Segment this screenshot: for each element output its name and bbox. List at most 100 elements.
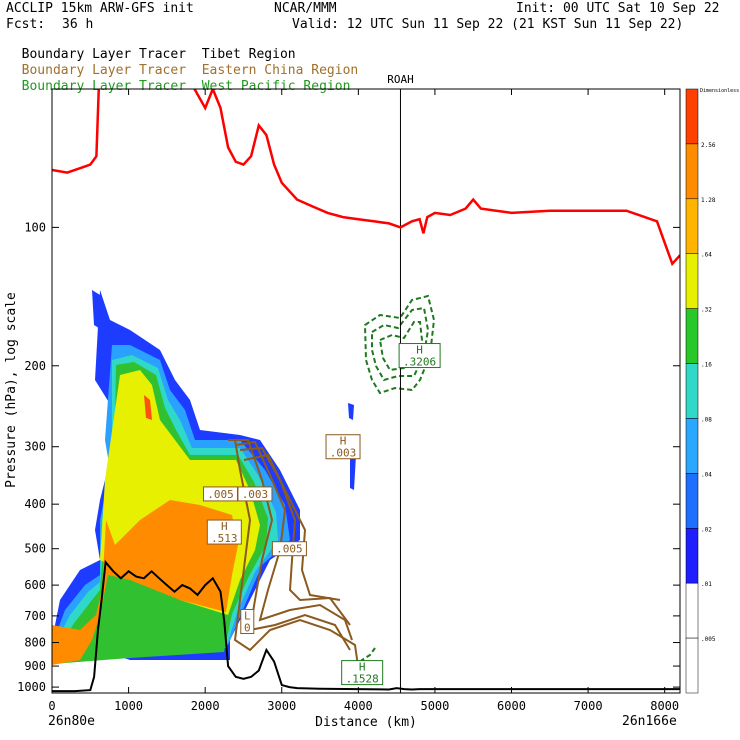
colorbar: .005 .01 .02 .04 .08 .16 .32 .64 1.28 2.56 Dimensi… bbox=[685, 88, 739, 694]
contour-label-box bbox=[398, 343, 441, 369]
contour-label-box bbox=[237, 486, 273, 502]
forecast-label: Fcst: bbox=[6, 17, 46, 32]
x-tick-label: 4000 bbox=[344, 699, 373, 713]
y-tick-label: 900 bbox=[24, 659, 46, 673]
contour-label-box bbox=[271, 541, 307, 557]
colorbar-segment bbox=[685, 363, 699, 419]
contour-label-type: H bbox=[416, 344, 423, 357]
shade-red bbox=[144, 395, 152, 420]
x-axis-label: Distance (km) bbox=[315, 715, 417, 730]
colorbar-level-label: .04 bbox=[701, 471, 712, 478]
left-endpoint-label: 26n80e bbox=[48, 714, 95, 729]
west-pacific-contour-4 bbox=[354, 647, 376, 669]
x-tick-label: 6000 bbox=[497, 699, 526, 713]
contour-label-value: .3206 bbox=[403, 356, 436, 369]
plot-frame bbox=[51, 88, 681, 694]
contour-label-value: .513 bbox=[211, 532, 238, 545]
colorbar-segment bbox=[685, 88, 699, 145]
contour-label-box bbox=[325, 434, 361, 460]
colorbar-level-label: .32 bbox=[701, 307, 712, 314]
y-tick-label: 400 bbox=[24, 497, 46, 511]
west-pacific-contour-2 bbox=[371, 306, 430, 382]
colorbar-level-label: .005 bbox=[701, 636, 716, 643]
east-china-contour-3 bbox=[235, 440, 353, 641]
contour-label-value: .005 bbox=[207, 488, 234, 501]
east-china-contour-2 bbox=[232, 439, 351, 651]
west-pacific-contours bbox=[354, 294, 436, 669]
shade-blue-plume-right bbox=[350, 450, 356, 490]
station-label: ROAH bbox=[387, 73, 414, 86]
colorbar-segment bbox=[685, 637, 699, 694]
y-axis-label: Pressure (hPa), log scale bbox=[4, 292, 19, 488]
x-tick-label: 0 bbox=[48, 699, 55, 713]
colorbar-segment bbox=[685, 528, 699, 584]
legend-west-pacific: Boundary Layer Tracer West Pacific Regio… bbox=[6, 67, 351, 94]
x-tick-label: 5000 bbox=[420, 699, 449, 713]
colorbar-level-label: .02 bbox=[701, 526, 712, 533]
y-axis: 100 200 300 400 500 600 700 800 900 1000 bbox=[17, 220, 680, 694]
y-tick-label: 1000 bbox=[17, 680, 46, 694]
west-pacific-contour-3 bbox=[378, 321, 424, 372]
tropopause-line bbox=[52, 89, 680, 267]
legend-tibet: Boundary Layer Tracer Tibet Region bbox=[6, 35, 296, 61]
colorbar-segment bbox=[685, 582, 699, 639]
colorbar-segment bbox=[685, 418, 699, 474]
x-tick-label: 1000 bbox=[114, 699, 143, 713]
colorbar-segment bbox=[685, 253, 699, 309]
tracer-shading bbox=[52, 290, 356, 665]
shade-blue-plume-small bbox=[348, 403, 354, 420]
east-china-contour-5 bbox=[243, 453, 341, 601]
legend-east-china-prefix: Boundary Layer Tracer bbox=[21, 63, 187, 78]
contour-label-type: H bbox=[340, 435, 347, 448]
x-tick-label: 7000 bbox=[574, 699, 603, 713]
colorbar-title: Dimensionless bbox=[700, 88, 739, 94]
colorbar-level-label: 2.56 bbox=[701, 142, 716, 149]
valid-time: Valid: 12 UTC Sun 11 Sep 22 (21 KST Sun … bbox=[292, 17, 684, 32]
east-china-contour-1 bbox=[228, 439, 361, 681]
legend-west-pacific-prefix: Boundary Layer Tracer bbox=[21, 79, 187, 94]
y-tick-label: 800 bbox=[24, 636, 46, 650]
legend-east-china-region: Eastern China Region bbox=[201, 63, 359, 78]
shade-orange bbox=[52, 500, 238, 665]
contour-label-box bbox=[240, 609, 255, 635]
east-china-contours bbox=[228, 439, 361, 681]
contour-label-value: .003 bbox=[330, 447, 357, 460]
east-china-contour-4 bbox=[239, 446, 351, 626]
y-tick-label: 300 bbox=[24, 440, 46, 454]
legend-tibet-region: Tibet Region bbox=[201, 47, 296, 62]
org-label: NCAR/MMM bbox=[274, 1, 337, 16]
contour-label-value: .1528 bbox=[346, 673, 379, 686]
y-tick-label: 700 bbox=[24, 609, 46, 623]
contour-label-value: .003 bbox=[242, 488, 269, 501]
y-tick-label: 100 bbox=[24, 220, 46, 234]
colorbar-level-label: .08 bbox=[701, 416, 712, 423]
west-pacific-contour-1 bbox=[363, 294, 436, 395]
x-axis: 0 1000 2000 3000 4000 5000 6000 7000 8000 bbox=[48, 89, 679, 713]
y-tick-label: 200 bbox=[24, 359, 46, 373]
forecast-hours: 36 h bbox=[62, 17, 94, 32]
contour-label-value: 0 bbox=[244, 622, 251, 635]
x-tick-label: 2000 bbox=[191, 699, 220, 713]
x-tick-label: 3000 bbox=[267, 699, 296, 713]
init-time: Init: 00 UTC Sat 10 Sep 22 bbox=[516, 1, 720, 16]
model-title: ACCLIP 15km ARW-GFS init bbox=[6, 1, 194, 16]
x-tick-label: 8000 bbox=[650, 699, 679, 713]
right-endpoint-label: 26n166e bbox=[622, 714, 677, 729]
colorbar-segment bbox=[685, 198, 699, 254]
colorbar-level-label: .01 bbox=[701, 581, 712, 588]
contour-label-value: .005 bbox=[276, 543, 303, 556]
colorbar-segment bbox=[685, 143, 699, 200]
y-tick-label: 600 bbox=[24, 578, 46, 592]
y-tick-label: 500 bbox=[24, 542, 46, 556]
colorbar-level-label: 1.28 bbox=[701, 197, 716, 204]
terrain-line bbox=[52, 559, 680, 693]
contour-label-type: L bbox=[244, 610, 251, 623]
colorbar-level-label: .64 bbox=[701, 252, 712, 259]
legend-east-china: Boundary Layer Tracer Eastern China Regi… bbox=[6, 51, 359, 78]
colorbar-level-label: .16 bbox=[701, 362, 712, 369]
contour-label-box bbox=[206, 519, 242, 545]
contour-label-box bbox=[341, 660, 384, 686]
legend-tibet-prefix: Boundary Layer Tracer bbox=[21, 47, 187, 62]
